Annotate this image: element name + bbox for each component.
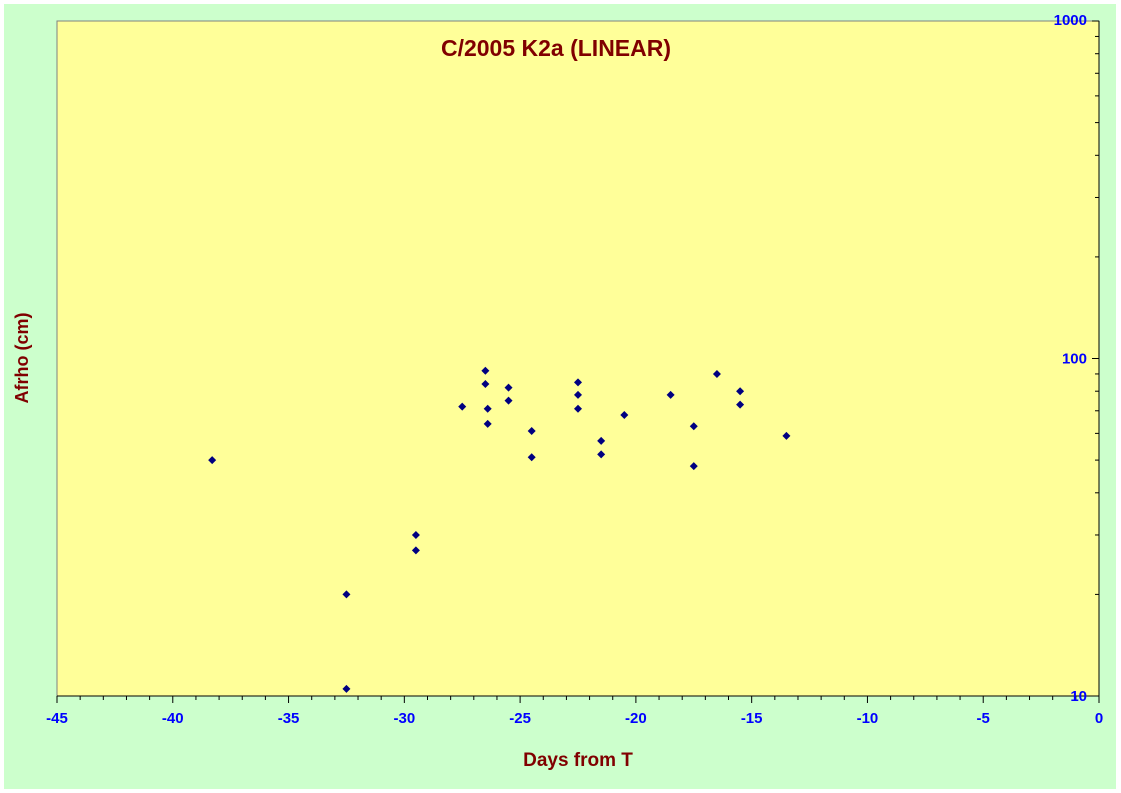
data-point: [782, 431, 791, 440]
data-point: [689, 422, 698, 431]
data-point: [342, 684, 351, 693]
data-point: [483, 419, 492, 428]
x-tick-label: -35: [278, 710, 300, 727]
x-tick-label: -45: [46, 710, 68, 727]
y-tick-label: 10: [1070, 688, 1087, 705]
data-point: [736, 400, 745, 409]
data-point: [689, 462, 698, 471]
data-point: [483, 404, 492, 413]
data-point: [574, 378, 582, 387]
x-tick-label: -10: [857, 710, 879, 727]
x-tick-label: -20: [625, 710, 647, 727]
data-point: [666, 390, 675, 399]
data-point: [411, 546, 420, 555]
data-markers: [208, 366, 791, 693]
data-point: [736, 387, 745, 396]
x-tick-label: -30: [393, 710, 415, 727]
chart-title: C/2005 K2a (LINEAR): [441, 35, 671, 61]
x-axis: -45 -40 -35 -30 -25 -20 -15 -10 -5 0: [46, 695, 1103, 727]
x-tick-label: -5: [977, 710, 990, 727]
x-axis-label: Days from T: [523, 750, 633, 771]
data-point: [342, 590, 351, 599]
data-point: [481, 380, 490, 389]
y-axis: 10 100 1000: [1054, 12, 1100, 705]
y-tick-label: 100: [1062, 351, 1087, 368]
data-point: [527, 426, 536, 435]
x-tick-label: -40: [162, 710, 184, 727]
scatter-chart: -45 -40 -35 -30 -25 -20 -15 -10 -5 0 10 100 1000 C/…: [12, 12, 1103, 771]
data-point: [620, 411, 629, 420]
data-point: [597, 450, 606, 459]
data-point: [208, 456, 217, 465]
data-point: [411, 530, 420, 539]
x-tick-label: -25: [509, 710, 531, 727]
x-tick-label: -15: [741, 710, 763, 727]
data-point: [504, 396, 513, 405]
data-point: [504, 383, 513, 392]
x-tick-label: 0: [1095, 710, 1103, 727]
data-point: [527, 453, 536, 462]
data-point: [574, 390, 582, 399]
data-point: [712, 369, 721, 378]
data-point: [458, 402, 467, 411]
y-tick-label: 1000: [1054, 12, 1087, 29]
data-point: [481, 366, 490, 375]
data-point: [574, 404, 582, 413]
y-axis-label: Afrho (cm): [12, 313, 32, 404]
chart-area: -45 -40 -35 -30 -25 -20 -15 -10 -5 0 10 100 1000 C/…: [4, 4, 1116, 789]
data-point: [597, 436, 606, 445]
plot-area: [56, 20, 1100, 697]
